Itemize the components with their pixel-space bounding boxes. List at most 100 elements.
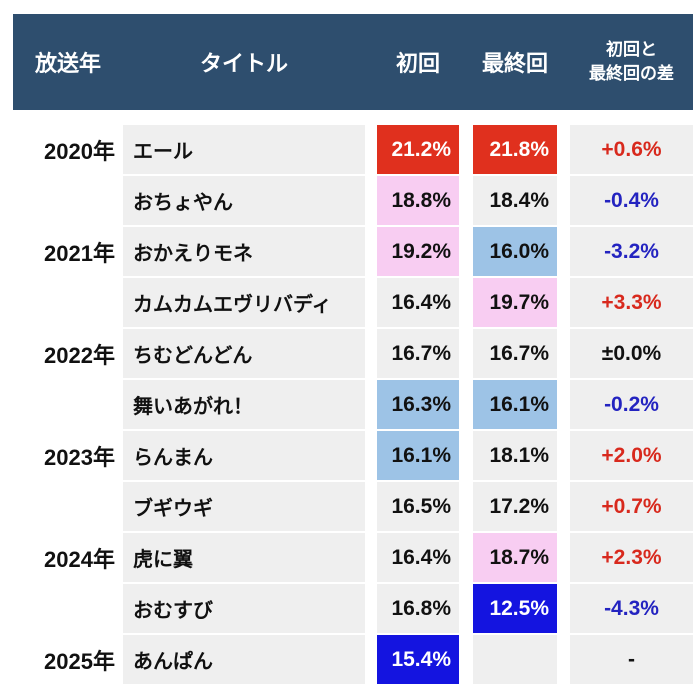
final-rating-cell: 17.2%	[473, 482, 557, 531]
difference-cell: +2.0%	[570, 431, 693, 480]
table-row: 2020年 エール 21.2% 21.8% +0.6%	[13, 125, 693, 174]
title-cell: らんまん	[123, 431, 365, 480]
title-cell: ブギウギ	[123, 482, 365, 531]
first-rating-cell: 16.4%	[377, 533, 459, 582]
header-first-episode: 初回	[395, 51, 440, 76]
header-difference-line2: 最終回の差	[589, 64, 674, 83]
column-gap	[557, 278, 570, 327]
final-rating-cell: 16.1%	[473, 380, 557, 429]
column-gap	[365, 329, 377, 378]
column-gap	[459, 176, 473, 225]
title-cell: 虎に翼	[123, 533, 365, 582]
table-row: 2024年 虎に翼 16.4% 18.7% +2.3%	[13, 533, 693, 582]
table-row: カムカムエヴリバディ 16.4% 19.7% +3.3%	[13, 278, 693, 327]
header-difference-line1: 初回と	[606, 40, 657, 60]
table-row: 2025年 あんぱん 15.4% -	[13, 635, 693, 684]
header-title: タイトル	[199, 51, 288, 76]
column-gap	[459, 482, 473, 531]
final-rating-cell: 18.1%	[473, 431, 557, 480]
header-difference: 初回と 最終回の差	[570, 14, 693, 110]
column-gap	[459, 635, 473, 684]
table-header-row: 放送年 タイトル 初回 最終回 初回と 最終回の差	[13, 14, 693, 110]
first-rating-cell: 18.8%	[377, 176, 459, 225]
difference-cell: -	[570, 635, 693, 684]
first-rating-cell: 16.7%	[377, 329, 459, 378]
column-gap	[365, 227, 377, 276]
year-cell: 2022年	[13, 329, 123, 378]
header-broadcast-year: 放送年	[34, 51, 101, 76]
difference-cell: +3.3%	[570, 278, 693, 327]
column-gap	[557, 329, 570, 378]
first-rating-cell: 16.4%	[377, 278, 459, 327]
final-rating-cell: 21.8%	[473, 125, 557, 174]
column-gap	[557, 635, 570, 684]
column-gap	[557, 176, 570, 225]
final-rating-cell	[473, 635, 557, 684]
first-rating-cell: 16.3%	[377, 380, 459, 429]
column-gap	[365, 278, 377, 327]
column-gap	[459, 227, 473, 276]
column-gap	[459, 14, 473, 110]
difference-cell: +0.6%	[570, 125, 693, 174]
column-gap	[459, 278, 473, 327]
first-rating-cell: 21.2%	[377, 125, 459, 174]
title-cell: あんぱん	[123, 635, 365, 684]
column-gap	[365, 14, 377, 110]
year-cell: 2024年	[13, 533, 123, 582]
title-cell: おちょやん	[123, 176, 365, 225]
column-gap	[557, 584, 570, 633]
column-gap	[365, 584, 377, 633]
final-rating-cell: 18.4%	[473, 176, 557, 225]
year-cell	[13, 176, 123, 225]
column-gap	[557, 125, 570, 174]
column-gap	[365, 482, 377, 531]
column-gap	[459, 380, 473, 429]
column-gap	[557, 380, 570, 429]
table-row: 2023年 らんまん 16.1% 18.1% +2.0%	[13, 431, 693, 480]
first-rating-cell: 16.5%	[377, 482, 459, 531]
year-cell: 2023年	[13, 431, 123, 480]
table-row: おちょやん 18.8% 18.4% -0.4%	[13, 176, 693, 225]
year-cell	[13, 278, 123, 327]
table-row: 舞いあがれ！ 16.3% 16.1% -0.2%	[13, 380, 693, 429]
column-gap	[459, 533, 473, 582]
difference-cell: +2.3%	[570, 533, 693, 582]
final-rating-cell: 18.7%	[473, 533, 557, 582]
column-gap	[557, 482, 570, 531]
table-row: 2022年 ちむどんどん 16.7% 16.7% ±0.0%	[13, 329, 693, 378]
first-rating-cell: 15.4%	[377, 635, 459, 684]
year-cell: 2021年	[13, 227, 123, 276]
title-cell: ちむどんどん	[123, 329, 365, 378]
difference-cell: ±0.0%	[570, 329, 693, 378]
table-row: ブギウギ 16.5% 17.2% +0.7%	[13, 482, 693, 531]
column-gap	[365, 533, 377, 582]
column-gap	[459, 431, 473, 480]
column-gap	[365, 635, 377, 684]
ratings-table: 放送年 タイトル 初回 最終回 初回と 最終回の差 2020年 エール 21.2…	[13, 14, 693, 686]
final-rating-cell: 19.7%	[473, 278, 557, 327]
difference-cell: -3.2%	[570, 227, 693, 276]
final-rating-cell: 16.7%	[473, 329, 557, 378]
year-cell: 2020年	[13, 125, 123, 174]
column-gap	[365, 380, 377, 429]
first-rating-cell: 19.2%	[377, 227, 459, 276]
year-cell: 2025年	[13, 635, 123, 684]
header-final-episode: 最終回	[481, 51, 548, 76]
title-cell: 舞いあがれ！	[123, 380, 365, 429]
title-cell: エール	[123, 125, 365, 174]
year-cell	[13, 584, 123, 633]
difference-cell: -0.4%	[570, 176, 693, 225]
final-rating-cell: 16.0%	[473, 227, 557, 276]
column-gap	[557, 227, 570, 276]
title-cell: カムカムエヴリバディ	[123, 278, 365, 327]
first-rating-cell: 16.1%	[377, 431, 459, 480]
column-gap	[365, 125, 377, 174]
final-rating-cell: 12.5%	[473, 584, 557, 633]
column-gap	[365, 176, 377, 225]
table-rows: 2020年 エール 21.2% 21.8% +0.6% おちょやん 18.8% …	[13, 125, 693, 684]
year-cell	[13, 482, 123, 531]
title-cell: おむすび	[123, 584, 365, 633]
table-row: おむすび 16.8% 12.5% -4.3%	[13, 584, 693, 633]
column-gap	[557, 533, 570, 582]
table-row: 2021年 おかえりモネ 19.2% 16.0% -3.2%	[13, 227, 693, 276]
